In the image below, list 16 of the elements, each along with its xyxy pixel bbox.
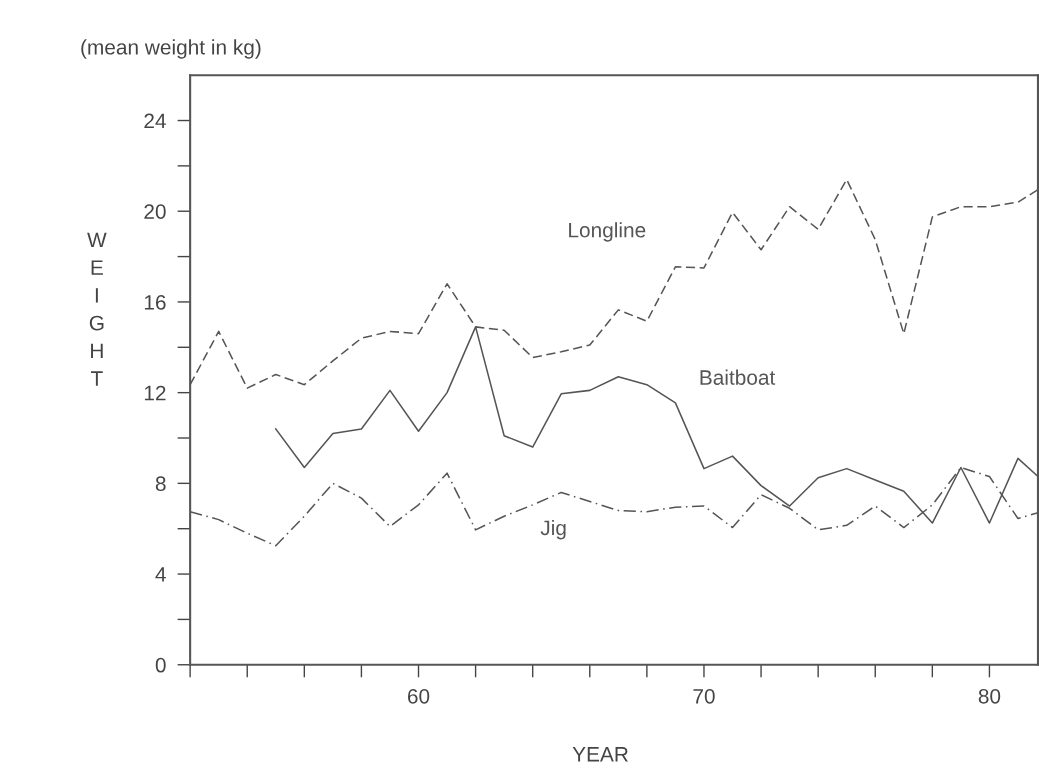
chart-title: (mean weight in kg) bbox=[81, 39, 261, 59]
x-tick-label: 80 bbox=[978, 688, 1001, 704]
series-label: Longline bbox=[569, 222, 646, 242]
y-tick-label: 8 bbox=[155, 476, 166, 492]
series-label: Jig bbox=[540, 519, 566, 540]
x-tick-label: 60 bbox=[407, 688, 430, 704]
y-tick-label: 12 bbox=[144, 385, 166, 401]
y-tick-label: 20 bbox=[144, 204, 166, 219]
y-axis-title: WEIGHT bbox=[87, 232, 107, 386]
y-tick-label: 0 bbox=[155, 657, 166, 673]
series-label: Baitboat bbox=[700, 369, 776, 385]
y-tick-label: 4 bbox=[155, 567, 166, 582]
y-tick-label: 24 bbox=[144, 113, 166, 129]
x-axis-title: YEAR bbox=[572, 747, 628, 762]
y-tick-label: 16 bbox=[144, 294, 166, 310]
x-tick-label: 70 bbox=[693, 688, 715, 704]
